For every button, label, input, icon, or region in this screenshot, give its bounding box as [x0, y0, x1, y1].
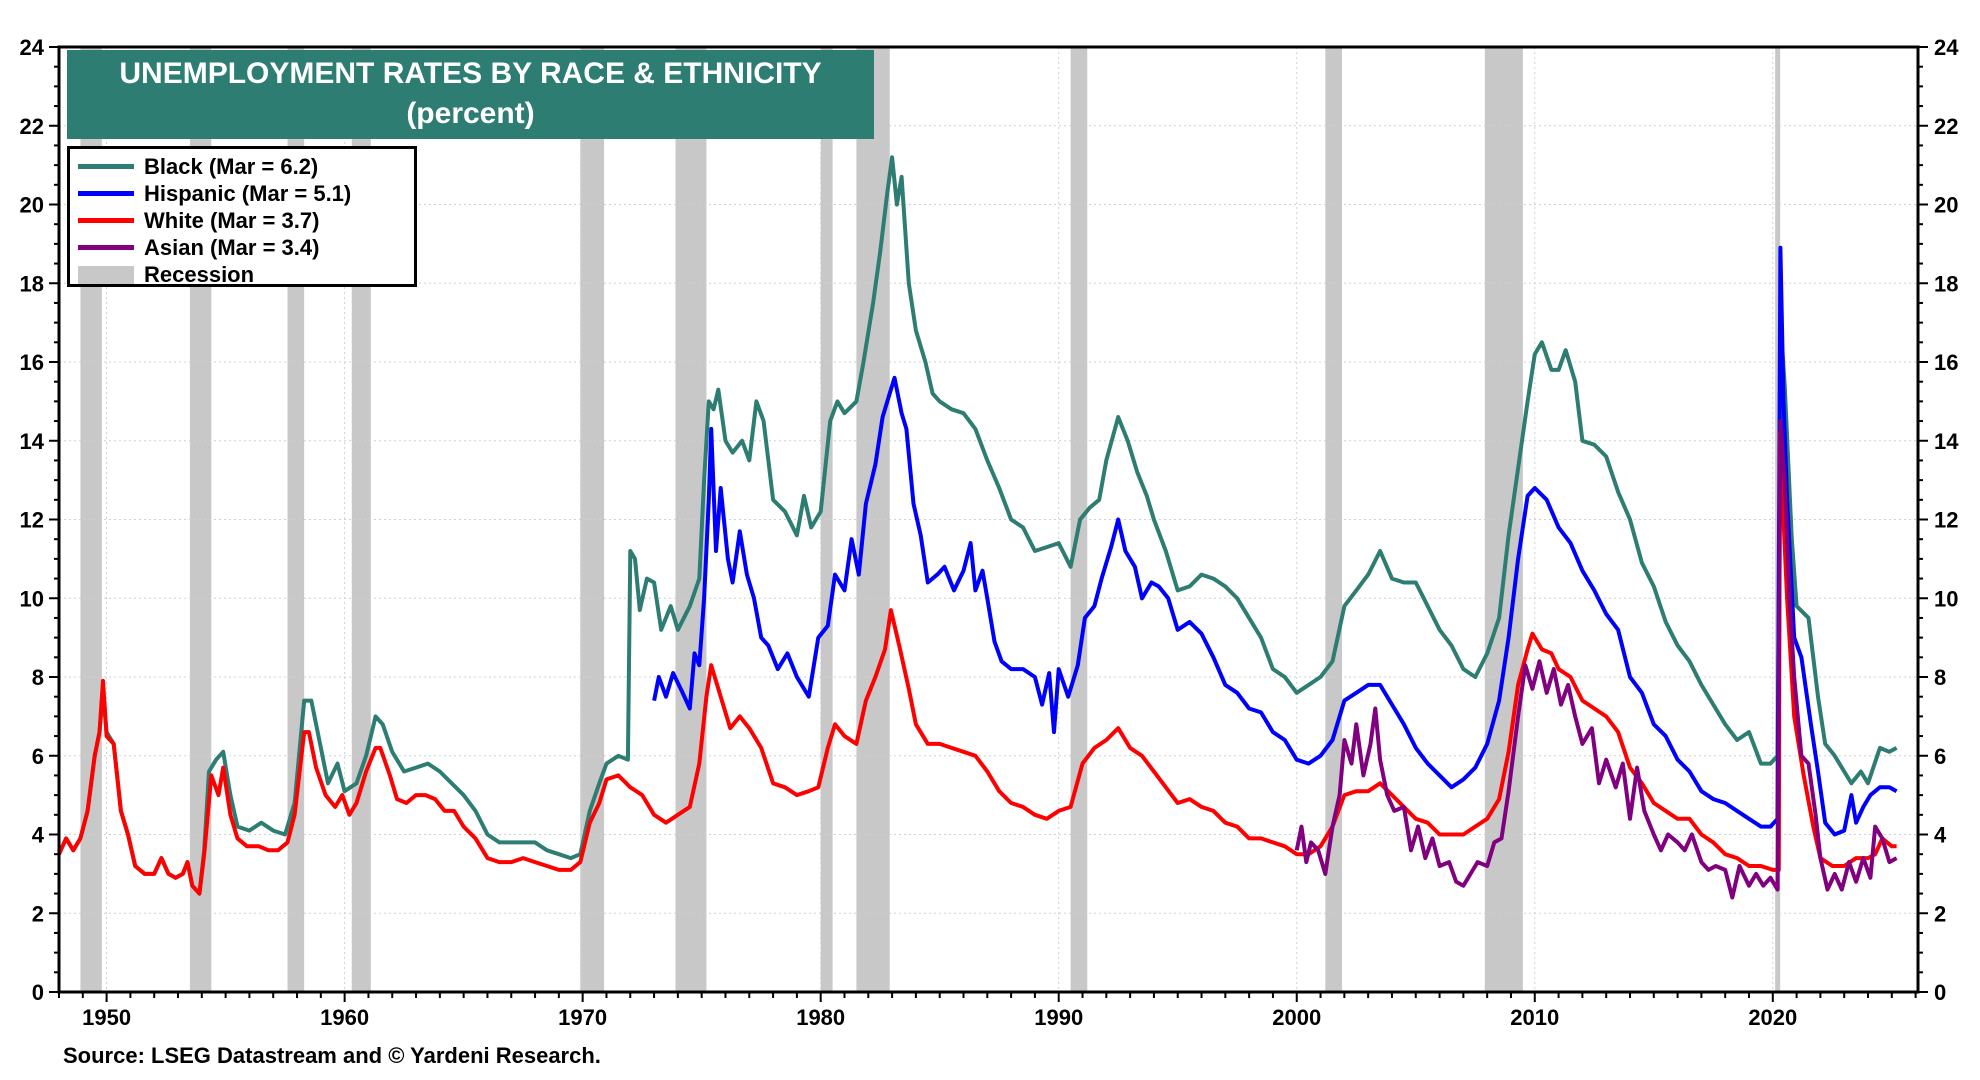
- series-lines: [57, 155, 1898, 900]
- y-tick-label-right: 8: [1934, 665, 1946, 690]
- legend-item-white: White (Mar = 3.7): [78, 207, 414, 234]
- y-tick-label-right: 6: [1934, 744, 1946, 769]
- y-tick-label-left: 22: [20, 114, 44, 139]
- y-tick-label-left: 2: [32, 901, 44, 926]
- legend-item-asian: Asian (Mar = 3.4): [78, 234, 414, 261]
- x-tick-label: 1980: [796, 1005, 845, 1030]
- legend-swatch-hispanic: [78, 191, 134, 196]
- chart-subtitle: (percent): [406, 97, 535, 130]
- chart-title: UNEMPLOYMENT RATES BY RACE & ETHNICITY: [119, 57, 822, 90]
- y-tick-label-right: 0: [1934, 980, 1946, 1005]
- y-tick-label-right: 20: [1934, 193, 1958, 218]
- legend: Black (Mar = 6.2) Hispanic (Mar = 5.1) W…: [67, 146, 417, 287]
- legend-item-hispanic: Hispanic (Mar = 5.1): [78, 180, 414, 207]
- legend-item-recession: Recession: [78, 261, 414, 288]
- legend-label: Asian (Mar = 3.4): [144, 234, 320, 260]
- y-tick-label-left: 24: [20, 35, 45, 60]
- y-tick-label-left: 12: [20, 508, 44, 533]
- y-tick-label-right: 14: [1934, 429, 1959, 454]
- series-line-black: [57, 155, 1898, 896]
- series-line-white: [57, 430, 1897, 896]
- recession-band: [580, 47, 605, 992]
- legend-swatch-asian: [78, 245, 134, 250]
- legend-label: Recession: [144, 261, 255, 287]
- legend-swatch-black: [78, 164, 134, 169]
- legend-swatch-recession: [78, 265, 134, 284]
- y-tick-label-left: 8: [32, 665, 44, 690]
- legend-label: White (Mar = 3.7): [144, 207, 320, 233]
- x-tick-label: 2000: [1272, 1005, 1321, 1030]
- legend-label: Hispanic (Mar = 5.1): [144, 180, 352, 206]
- x-tick-label: 2010: [1510, 1005, 1559, 1030]
- y-tick-label-left: 20: [20, 193, 44, 218]
- x-tick-label: 1990: [1034, 1005, 1083, 1030]
- x-tick-label: 1950: [82, 1005, 131, 1030]
- y-tick-label-left: 18: [20, 271, 44, 296]
- chart-title-box: UNEMPLOYMENT RATES BY RACE & ETHNICITY (…: [67, 50, 874, 139]
- y-tick-label-left: 4: [32, 823, 45, 848]
- y-tick-label-left: 14: [20, 429, 45, 454]
- y-tick-label-left: 10: [20, 586, 44, 611]
- x-tick-label: 1960: [320, 1005, 369, 1030]
- source-note: Source: LSEG Datastream and © Yardeni Re…: [63, 1043, 601, 1068]
- y-tick-label-right: 10: [1934, 586, 1958, 611]
- series-line-asian: [1294, 419, 1898, 900]
- x-tick-label: 1970: [558, 1005, 607, 1030]
- series-line-hispanic: [652, 245, 1898, 837]
- y-tick-label-left: 6: [32, 744, 44, 769]
- recession-band: [820, 47, 833, 992]
- legend-label: Black (Mar = 6.2): [144, 153, 319, 179]
- y-tick-label-right: 16: [1934, 350, 1958, 375]
- y-tick-label-left: 0: [32, 980, 44, 1005]
- x-tick-label: 2020: [1748, 1005, 1797, 1030]
- y-tick-label-right: 18: [1934, 271, 1958, 296]
- y-tick-label-right: 2: [1934, 901, 1946, 926]
- y-tick-label-right: 24: [1934, 35, 1959, 60]
- y-tick-label-left: 16: [20, 350, 44, 375]
- legend-item-black: Black (Mar = 6.2): [78, 153, 414, 180]
- legend-swatch-white: [78, 218, 134, 223]
- y-tick-label-right: 12: [1934, 508, 1958, 533]
- y-tick-label-right: 22: [1934, 114, 1958, 139]
- y-tick-label-right: 4: [1934, 823, 1947, 848]
